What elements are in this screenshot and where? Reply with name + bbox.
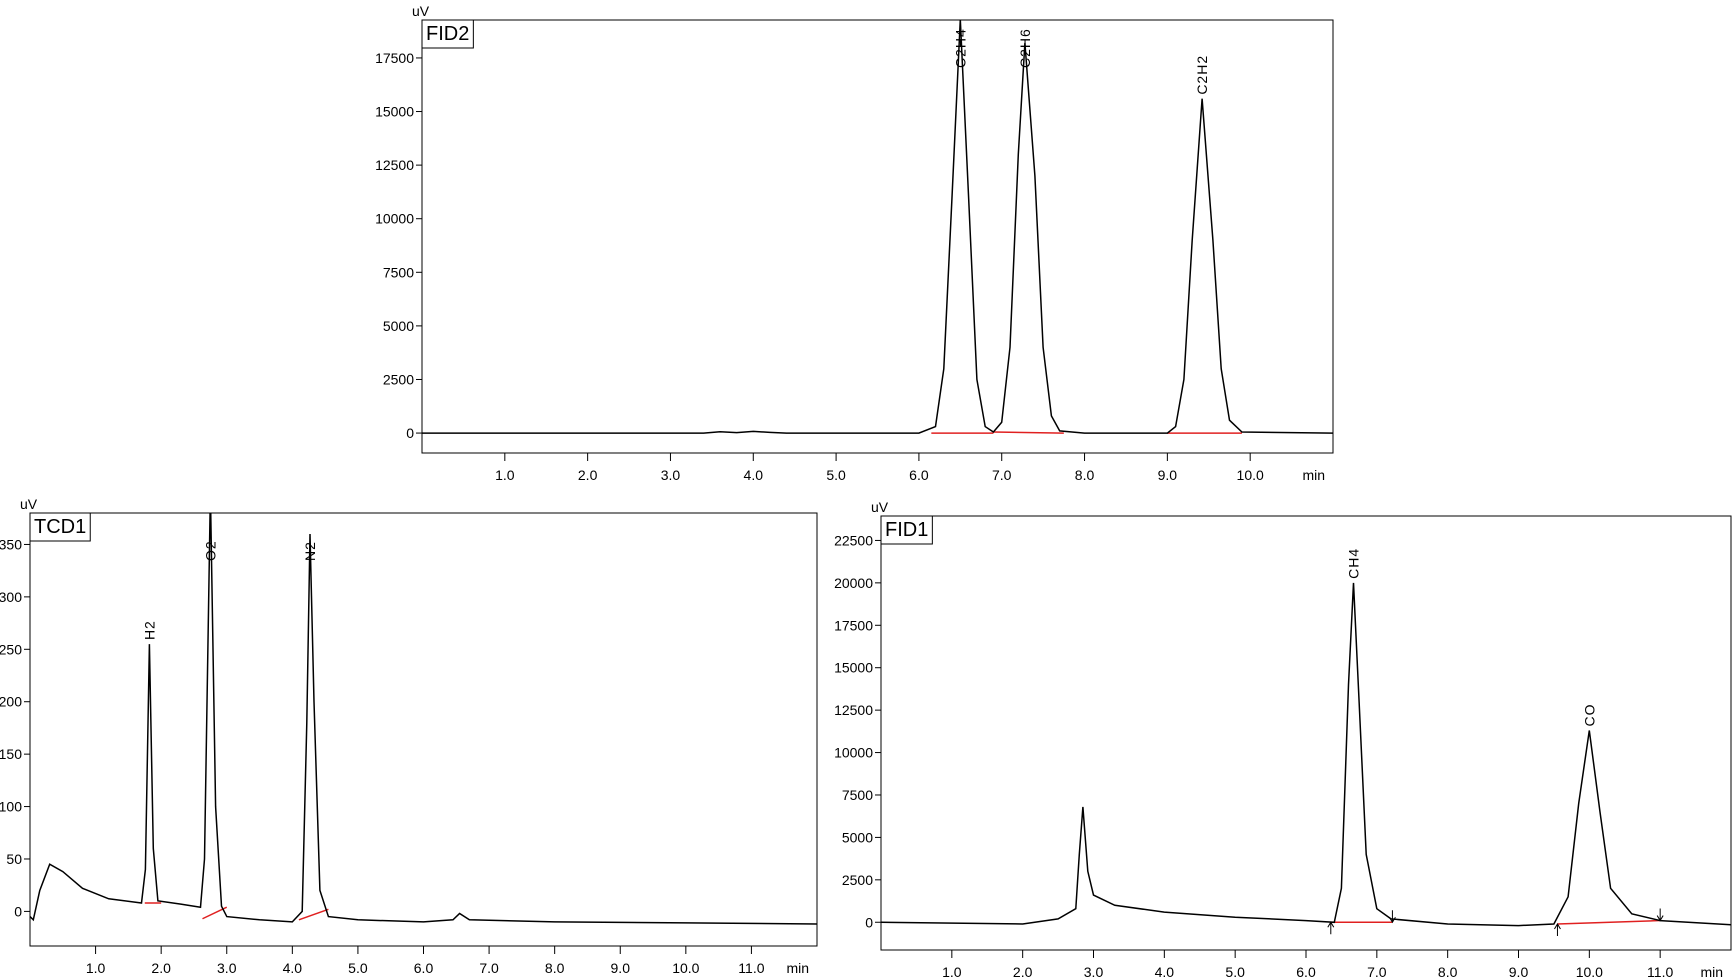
y-tick-label: 2500 — [842, 872, 873, 888]
x-axis-unit: min — [1700, 964, 1723, 979]
x-tick-label: 5.0 — [348, 960, 368, 976]
y-tick-label: 5000 — [383, 318, 414, 334]
y-axis-unit: uV — [20, 496, 38, 512]
y-axis-unit: uV — [412, 3, 430, 19]
x-axis-unit: min — [786, 960, 809, 976]
x-tick-label: 3.0 — [661, 467, 681, 483]
y-tick-label: 0 — [406, 425, 414, 441]
y-tick-label: 300 — [0, 589, 22, 605]
baseline-arrow — [1388, 910, 1396, 924]
peak-label: C2H6 — [1017, 28, 1033, 68]
x-tick-label: 9.0 — [1509, 964, 1529, 979]
plot-frame — [880, 515, 1732, 951]
baseline-arrow — [1327, 921, 1335, 935]
integration-baseline — [993, 431, 1064, 434]
x-tick-label: 8.0 — [545, 960, 565, 976]
y-tick-label: 150 — [0, 746, 22, 762]
signal-trace — [30, 513, 817, 925]
baseline-arrow — [1554, 922, 1561, 936]
x-tick-label: 8.0 — [1075, 467, 1095, 483]
x-tick-label: 2.0 — [1013, 964, 1033, 979]
x-tick-label: 8.0 — [1438, 964, 1458, 979]
x-tick-label: 3.0 — [217, 960, 237, 976]
x-tick-label: 7.0 — [1367, 964, 1387, 979]
x-tick-label: 11.0 — [738, 960, 764, 976]
peak-label: N2 — [302, 541, 318, 561]
integration-baseline — [1557, 919, 1661, 925]
y-tick-label: 100 — [0, 799, 22, 815]
x-tick-label: 10.0 — [672, 960, 699, 976]
peak-label: CO — [1581, 703, 1597, 726]
y-tick-label: 350 — [0, 536, 22, 552]
y-tick-label: 250 — [0, 641, 22, 657]
y-tick-label: 10000 — [375, 211, 414, 227]
y-tick-label: 12500 — [375, 157, 414, 173]
y-tick-label: 2500 — [383, 371, 414, 387]
y-tick-label: 10000 — [834, 745, 873, 761]
y-tick-label: 22500 — [834, 532, 873, 548]
x-tick-label: 6.0 — [909, 467, 929, 483]
y-tick-label: 5000 — [842, 829, 873, 845]
x-tick-label: 11.0 — [1647, 964, 1673, 979]
x-tick-label: 10.0 — [1237, 467, 1264, 483]
integration-baseline — [298, 908, 329, 921]
x-tick-label: 1.0 — [86, 960, 106, 976]
panel-title: TCD1 — [34, 516, 86, 538]
peak-label: H2 — [141, 620, 157, 640]
peak-label: O2 — [202, 540, 218, 561]
x-tick-label: 6.0 — [1296, 964, 1316, 979]
plot-frame — [421, 19, 1334, 454]
chart-panel: 0 2500 5000 7500 10000 12500 15000 17500 20000 22… — [834, 499, 1732, 979]
y-tick-label: 7500 — [842, 787, 873, 803]
y-tick-label: 15000 — [834, 660, 873, 676]
panel-title-box — [29, 512, 91, 542]
x-tick-label: 4.0 — [744, 467, 764, 483]
peak-label: C2H4 — [952, 28, 968, 68]
panel-title-box — [880, 515, 933, 545]
y-tick-label: 12500 — [834, 702, 873, 718]
peak-label: CH4 — [1345, 548, 1361, 579]
x-tick-label: 4.0 — [283, 960, 303, 976]
y-tick-label: 17500 — [375, 50, 414, 66]
y-tick-label: 17500 — [834, 617, 873, 633]
chart-panel: 0 2500 5000 7500 10000 12500 15000 17500 1.0 2.0 3… — [375, 3, 1334, 483]
x-tick-label: 3.0 — [1084, 964, 1104, 979]
x-tick-label: 7.0 — [992, 467, 1012, 483]
x-tick-label: 4.0 — [1155, 964, 1175, 979]
panel-title: FID2 — [426, 23, 469, 45]
panel-title-box — [421, 19, 474, 49]
panel-title: FID1 — [885, 519, 928, 541]
x-tick-label: 1.0 — [942, 964, 962, 979]
x-tick-label: 10.0 — [1576, 964, 1603, 979]
x-tick-label: 5.0 — [826, 467, 846, 483]
x-tick-label: 9.0 — [611, 960, 631, 976]
y-tick-label: 20000 — [834, 575, 873, 591]
peak-label: C2H2 — [1194, 55, 1210, 95]
baseline-arrow — [1656, 908, 1664, 922]
x-tick-label: 7.0 — [479, 960, 499, 976]
y-tick-label: 15000 — [375, 104, 414, 120]
y-tick-label: 50 — [6, 851, 22, 867]
chart-panel: 0 50 100 150 200 250 300 350 1.0 2.0 3.0 4.0 5.0 6.0 7… — [0, 496, 818, 976]
x-tick-label: 1.0 — [495, 467, 515, 483]
x-tick-label: 9.0 — [1158, 467, 1178, 483]
y-tick-label: 0 — [14, 903, 22, 919]
x-tick-label: 2.0 — [578, 467, 598, 483]
x-tick-label: 2.0 — [151, 960, 171, 976]
signal-trace — [422, 20, 1333, 434]
y-tick-label: 7500 — [383, 264, 414, 280]
x-tick-label: 6.0 — [414, 960, 434, 976]
signal-trace — [881, 582, 1731, 927]
y-tick-label: 200 — [0, 694, 22, 710]
y-tick-label: 0 — [865, 914, 873, 930]
x-tick-label: 5.0 — [1225, 964, 1245, 979]
y-axis-unit: uV — [871, 499, 889, 515]
x-axis-unit: min — [1302, 467, 1325, 483]
